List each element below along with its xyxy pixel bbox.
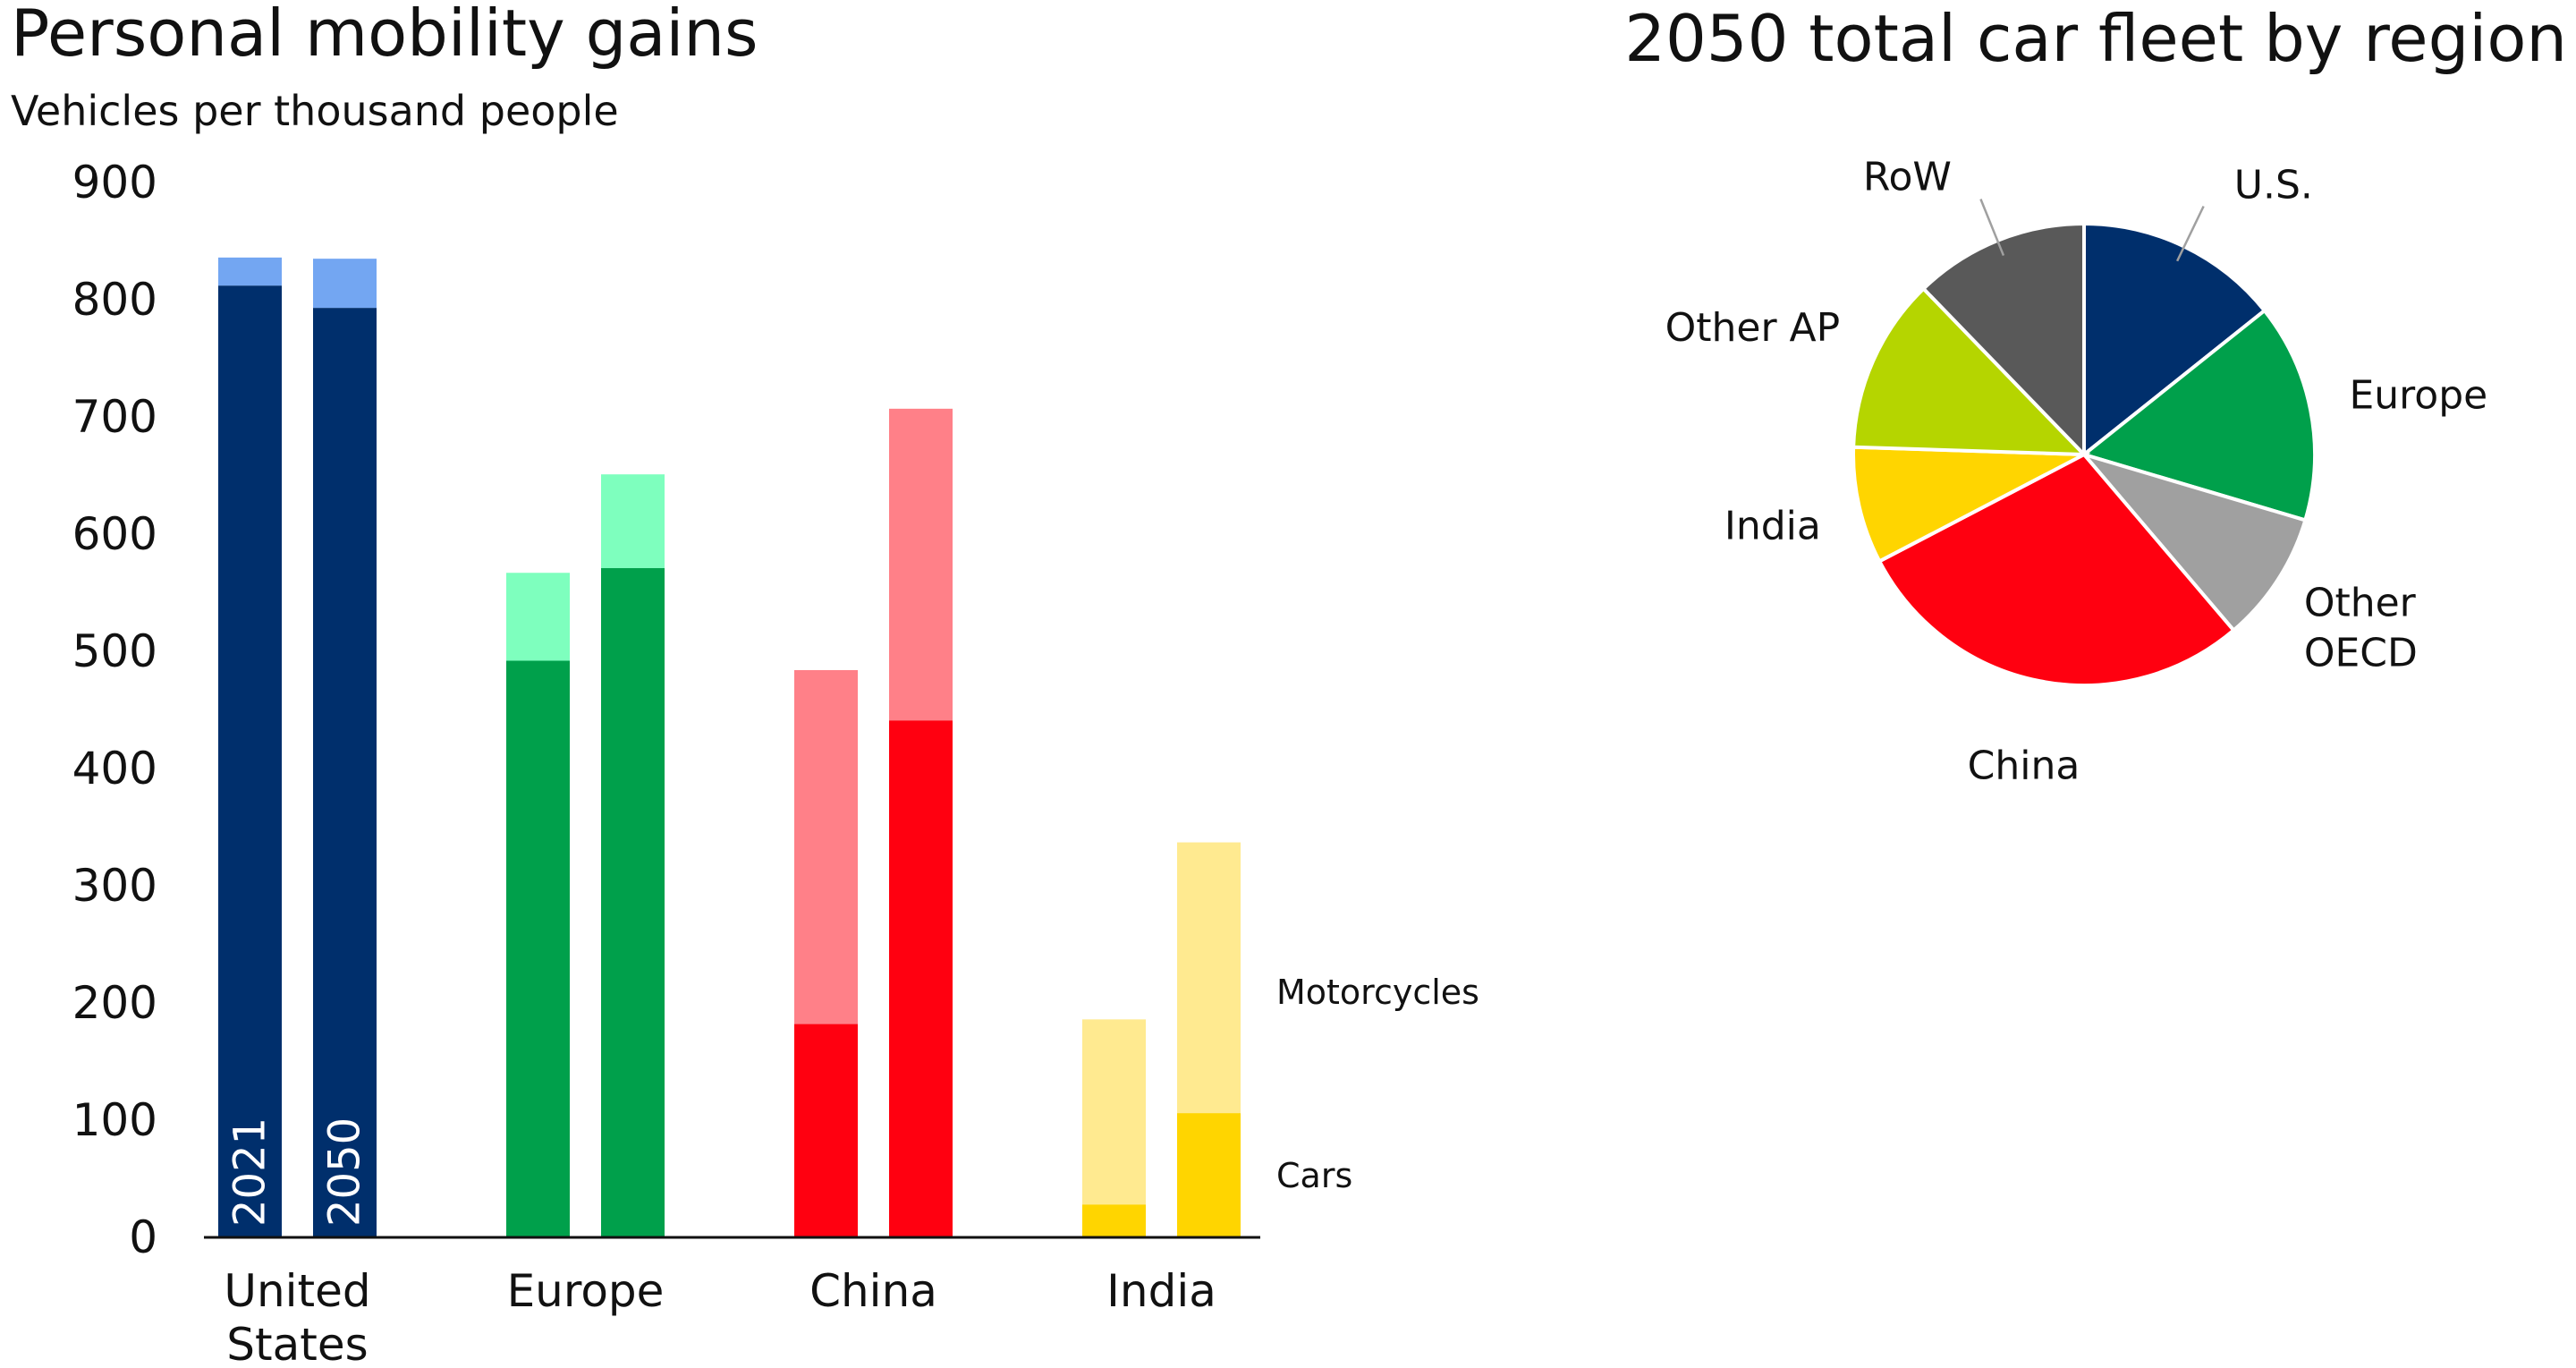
- y-axis: 900 800 700 600 500 400 300 200 100 0: [72, 157, 157, 1263]
- pie-slice: [1852, 285, 2089, 457]
- bar-motorcycles: [794, 669, 858, 1024]
- x-tick-label: China: [809, 1265, 937, 1317]
- y-tick-label: 100: [72, 1094, 157, 1146]
- bar-plot-area: 2021 2050: [218, 257, 1241, 1237]
- y-tick-label: 600: [72, 508, 157, 560]
- x-tick-label: Europe: [507, 1265, 665, 1317]
- bar-cars: [794, 1024, 858, 1237]
- bar-year-label: 2021: [225, 1117, 275, 1227]
- bar-cars: [218, 285, 282, 1237]
- pie-slice-label: Other AP: [1665, 305, 1841, 351]
- pie-slice: [2080, 308, 2317, 523]
- bar-cars: [1177, 1113, 1241, 1237]
- bar-motorcycles: [601, 474, 665, 568]
- pie-slice-label: Europe: [2349, 373, 2487, 419]
- pie-slice-label: U.S.: [2234, 162, 2313, 208]
- pie-leader-line: [2176, 205, 2205, 262]
- bar-year-label: 2050: [320, 1117, 370, 1227]
- pie-slice-label: RoW: [1863, 155, 1952, 200]
- bar-cars: [506, 660, 570, 1237]
- bar-cars: [601, 567, 665, 1237]
- y-tick-label: 400: [72, 743, 157, 794]
- pie-slice-label: Other: [2304, 581, 2417, 626]
- legend-motorcycles: Motorcycles: [1276, 973, 1479, 1012]
- pie-leader-line: [1979, 199, 2005, 257]
- bar-motorcycles: [1177, 842, 1241, 1114]
- legend-cars: Cars: [1276, 1156, 1352, 1195]
- bar-cars: [1082, 1204, 1146, 1237]
- y-tick-label: 200: [72, 977, 157, 1029]
- x-tick-label: India: [1106, 1265, 1216, 1317]
- bar-motorcycles: [218, 257, 282, 286]
- y-tick-label: 500: [72, 625, 157, 677]
- x-tick-label: United: [224, 1265, 370, 1317]
- x-tick-label: States: [226, 1319, 368, 1368]
- y-tick-label: 700: [72, 391, 157, 443]
- pie-slice-label: OECD: [2304, 631, 2418, 676]
- pie-slice: [2079, 451, 2308, 633]
- y-tick-label: 900: [72, 157, 157, 208]
- pie-labels: U.S. Europe Other OECD China India Other AP RoW: [1665, 155, 2488, 789]
- bar-motorcycles: [506, 573, 570, 661]
- bar-cars: [313, 308, 377, 1237]
- bar-chart-title: Personal mobility gains: [11, 0, 758, 71]
- pie-chart-title: 2050 total car fleet by region: [1624, 1, 2567, 76]
- bar-motorcycles: [889, 408, 953, 721]
- pie-slice-label: India: [1724, 504, 1821, 549]
- bar-chart-subtitle: Vehicles per thousand people: [11, 87, 619, 135]
- pie-plot-area: [1852, 221, 2317, 687]
- bar-motorcycles: [1082, 1019, 1146, 1205]
- pie-slice: [1877, 452, 2237, 687]
- y-tick-label: 300: [72, 860, 157, 912]
- pie-slice: [1852, 445, 2091, 565]
- pie-leader-lines: [1979, 199, 2205, 262]
- bar-motorcycles: [313, 259, 377, 309]
- bar-cars: [889, 720, 953, 1237]
- y-tick-label: 800: [72, 274, 157, 326]
- pie-slice-label: China: [1968, 743, 2080, 788]
- y-tick-label: 0: [129, 1211, 157, 1263]
